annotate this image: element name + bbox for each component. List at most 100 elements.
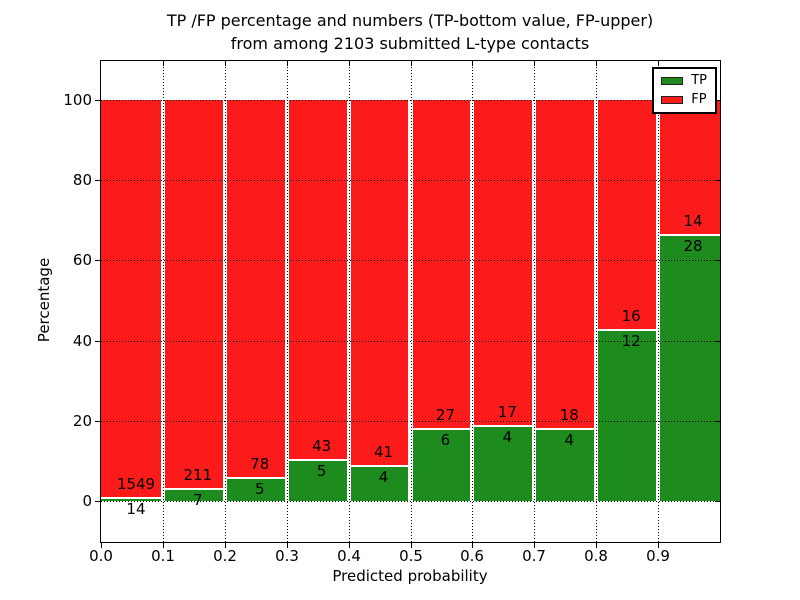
gridline-vertical	[658, 61, 659, 542]
fp-count-label: 43	[312, 437, 332, 456]
fp-color-swatch	[661, 96, 684, 104]
x-tick-top	[658, 61, 659, 66]
x-tick-top	[411, 61, 412, 66]
x-tick-bottom	[411, 542, 412, 548]
tp-count-label: 28	[683, 236, 703, 255]
bar-fp-segment	[598, 100, 657, 330]
x-tick-label: 0.0	[89, 547, 113, 565]
x-tick-bottom	[287, 542, 288, 548]
x-tick-label: 0.3	[275, 547, 299, 565]
x-tick-top	[287, 61, 288, 66]
fp-count-label: 17	[497, 402, 517, 421]
legend-label-fp: FP	[691, 92, 707, 107]
bar-fp-segment	[474, 100, 533, 425]
tp-count-label: 4	[502, 427, 513, 446]
bar-tp-segment	[164, 488, 223, 501]
y-tick-left	[95, 180, 101, 182]
bar-tp-segment	[660, 233, 720, 501]
fp-count-label: 14	[683, 211, 703, 230]
tp-count-label: 4	[378, 468, 389, 487]
fp-count-label: 16	[621, 307, 641, 326]
bar-fp-segment	[226, 100, 285, 477]
x-tick-top	[225, 61, 226, 66]
x-tick-label: 0.5	[399, 547, 423, 565]
y-tick-label: 40	[72, 331, 92, 350]
y-tick-label: 60	[72, 251, 92, 270]
x-tick-top	[163, 61, 164, 66]
gridline-horizontal	[101, 340, 720, 342]
y-tick-right	[715, 420, 720, 422]
tp-count-label: 5	[316, 462, 327, 481]
x-tick-top	[349, 61, 350, 66]
chart-title-line1: TP /FP percentage and numbers (TP-bottom…	[166, 11, 654, 30]
legend-label-tp: TP	[691, 73, 707, 88]
tp-count-label: 6	[440, 431, 451, 450]
gridline-vertical	[596, 61, 597, 542]
bar-tp-segment	[412, 428, 471, 501]
bar-tp-segment	[101, 497, 161, 501]
y-tick-label: 80	[72, 171, 92, 190]
x-tick-top	[534, 61, 535, 66]
gridline-horizontal	[101, 180, 720, 182]
y-tick-right	[715, 100, 720, 101]
y-tick-left	[95, 501, 101, 502]
x-tick-bottom	[349, 542, 350, 548]
y-tick-label: 0	[82, 492, 92, 510]
y-tick-label: 20	[72, 411, 92, 430]
bar-fp-segment	[536, 100, 595, 429]
x-tick-top	[472, 61, 473, 66]
gridline-vertical	[349, 61, 350, 542]
x-tick-bottom	[658, 542, 659, 548]
legend-item-fp: FP	[661, 93, 707, 107]
x-tick-bottom	[101, 542, 102, 548]
bar-tp-segment	[288, 459, 347, 501]
fp-count-label: 211	[183, 466, 213, 485]
tp-count-label: 5	[254, 479, 265, 498]
x-tick-bottom	[225, 542, 226, 548]
bar-tp-segment	[598, 329, 657, 501]
y-axis-label: Percentage	[35, 257, 53, 343]
bar-fp-segment	[288, 100, 347, 460]
gridline-vertical	[225, 61, 226, 542]
y-tick-left	[95, 420, 101, 422]
x-tick-label: 0.2	[213, 547, 237, 565]
x-axis-label: Predicted probability	[332, 567, 488, 585]
gridline-horizontal	[101, 100, 720, 101]
x-tick-bottom	[596, 542, 597, 548]
y-tick-right	[715, 180, 720, 182]
bar-fp-segment	[164, 100, 223, 489]
tp-count-label: 14	[126, 500, 146, 519]
legend: TP FP	[652, 67, 717, 114]
chart-title: TP /FP percentage and numbers (TP-bottom…	[167, 9, 653, 55]
tp-color-swatch	[661, 77, 684, 85]
plot-area: TP FP 1549 14 211 7 78 5 43 5 41 4 27 6 17 4 18 4 16 12 14…	[63, 60, 721, 565]
chart-title-line2: from among 2103 submitted L-type contact…	[230, 34, 590, 53]
x-tick-label: 0.9	[646, 547, 670, 565]
x-tick-bottom	[534, 542, 535, 548]
y-tick-right	[715, 501, 720, 502]
fp-count-label: 27	[435, 406, 455, 425]
gridline-horizontal	[101, 501, 720, 502]
x-tick-bottom	[472, 542, 473, 548]
legend-item-tp: TP	[661, 74, 707, 88]
tp-count-label: 4	[564, 431, 575, 450]
gridline-vertical	[287, 61, 288, 542]
fp-count-label: 1549	[116, 475, 156, 494]
y-tick-right	[715, 340, 720, 342]
y-tick-left	[95, 100, 101, 101]
gridline-horizontal	[101, 420, 720, 422]
bar-tp-segment	[226, 476, 285, 501]
x-tick-label: 0.6	[460, 547, 484, 565]
y-tick-label: 100	[63, 91, 92, 109]
bar-fp-segment	[101, 100, 161, 498]
bar-tp-segment	[474, 424, 533, 501]
x-tick-label: 0.1	[151, 547, 175, 565]
gridline-vertical	[411, 61, 412, 542]
fp-count-label: 78	[250, 454, 270, 473]
gridline-vertical	[163, 61, 164, 542]
y-tick-right	[715, 260, 720, 262]
gridline-horizontal	[101, 260, 720, 262]
bar-tp-segment	[536, 428, 595, 501]
x-tick-top	[596, 61, 597, 66]
bar-fp-segment	[660, 100, 720, 234]
